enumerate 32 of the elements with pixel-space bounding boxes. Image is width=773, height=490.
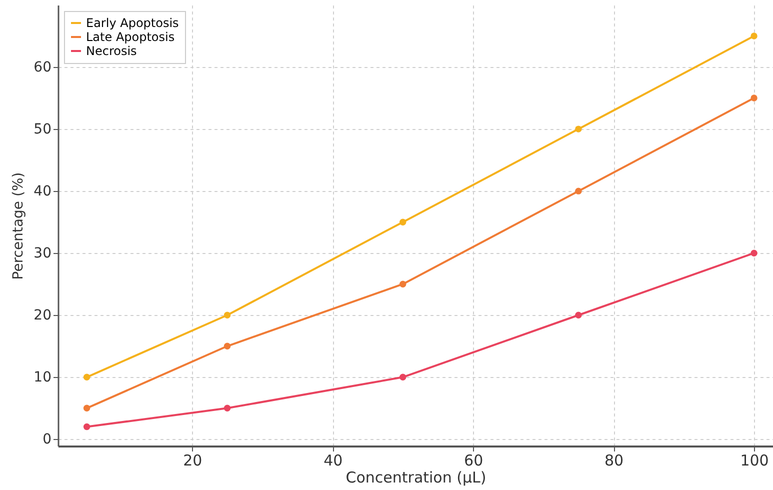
- y-tick-label: 60: [34, 60, 52, 76]
- x-tick-label: 60: [464, 452, 484, 470]
- point: [575, 312, 582, 318]
- point: [83, 423, 90, 430]
- x-axis-title: Concentration (µL): [346, 468, 486, 486]
- y-axis-title: Percentage (%): [10, 172, 27, 280]
- y-tick-label: 0: [42, 432, 52, 448]
- x-tick-label: 40: [324, 452, 343, 470]
- y-tick-label: 50: [34, 122, 52, 138]
- point: [750, 94, 758, 102]
- y-tick-label: 40: [34, 184, 52, 200]
- point: [400, 280, 406, 288]
- point: [575, 126, 582, 132]
- y-tick-label: 30: [34, 246, 52, 262]
- point: [400, 374, 406, 380]
- point: [224, 312, 231, 318]
- point: [400, 218, 406, 226]
- point: [224, 342, 231, 350]
- x-tick-label: 80: [604, 452, 624, 470]
- point: [83, 404, 90, 412]
- point: [83, 374, 90, 380]
- point: [224, 404, 231, 412]
- legend-label: Necrosis: [86, 44, 137, 58]
- legend-label: Early Apoptosis: [86, 16, 179, 30]
- point: [575, 188, 582, 194]
- point: [750, 250, 758, 256]
- point: [750, 32, 758, 40]
- legend-label: Late Apoptosis: [86, 30, 175, 44]
- x-tick-label: 100: [740, 452, 769, 470]
- y-tick-label: 20: [34, 308, 52, 324]
- x-tick-label: 20: [183, 452, 202, 470]
- y-tick-label: 10: [34, 370, 52, 386]
